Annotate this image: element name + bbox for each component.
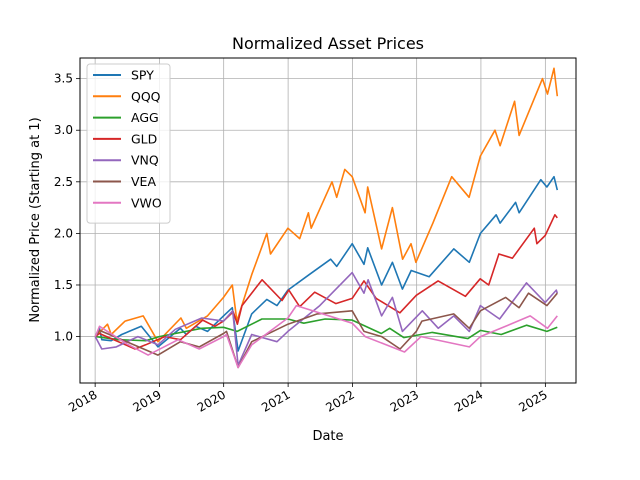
legend-label-vwo: VWO bbox=[131, 195, 162, 210]
legend: SPY QQQ AGG GLD VNQ VEA VWO bbox=[86, 63, 171, 224]
legend-label-vnq: VNQ bbox=[131, 153, 159, 168]
y-tick-label: 3.5 bbox=[54, 72, 73, 86]
x-axis-label: Date bbox=[312, 429, 343, 444]
series-layer bbox=[94, 67, 559, 369]
series-line-qqq bbox=[94, 67, 559, 343]
legend-label-gld: GLD bbox=[131, 131, 157, 146]
y-tick-label: 1.0 bbox=[54, 330, 73, 344]
y-tick-label: 1.5 bbox=[54, 278, 73, 292]
legend-label-qqq: QQQ bbox=[131, 89, 161, 104]
legend-label-spy: SPY bbox=[131, 68, 154, 83]
plot-frame bbox=[79, 57, 577, 384]
y-tick-label: 2.5 bbox=[54, 175, 73, 189]
series-line-gld bbox=[94, 214, 558, 350]
y-tick-label: 2.0 bbox=[54, 226, 73, 240]
legend-label-vea: VEA bbox=[131, 174, 156, 189]
y-axis-label: Normalized Price (Starting at 1) bbox=[28, 117, 43, 322]
series-line-vwo bbox=[94, 304, 558, 369]
chart-title: Normalized Asset Prices bbox=[232, 34, 424, 53]
legend-box bbox=[86, 63, 171, 224]
y-tick-label: 3.0 bbox=[54, 123, 73, 137]
series-line-vnq bbox=[94, 271, 559, 367]
legend-label-agg: AGG bbox=[131, 110, 159, 125]
